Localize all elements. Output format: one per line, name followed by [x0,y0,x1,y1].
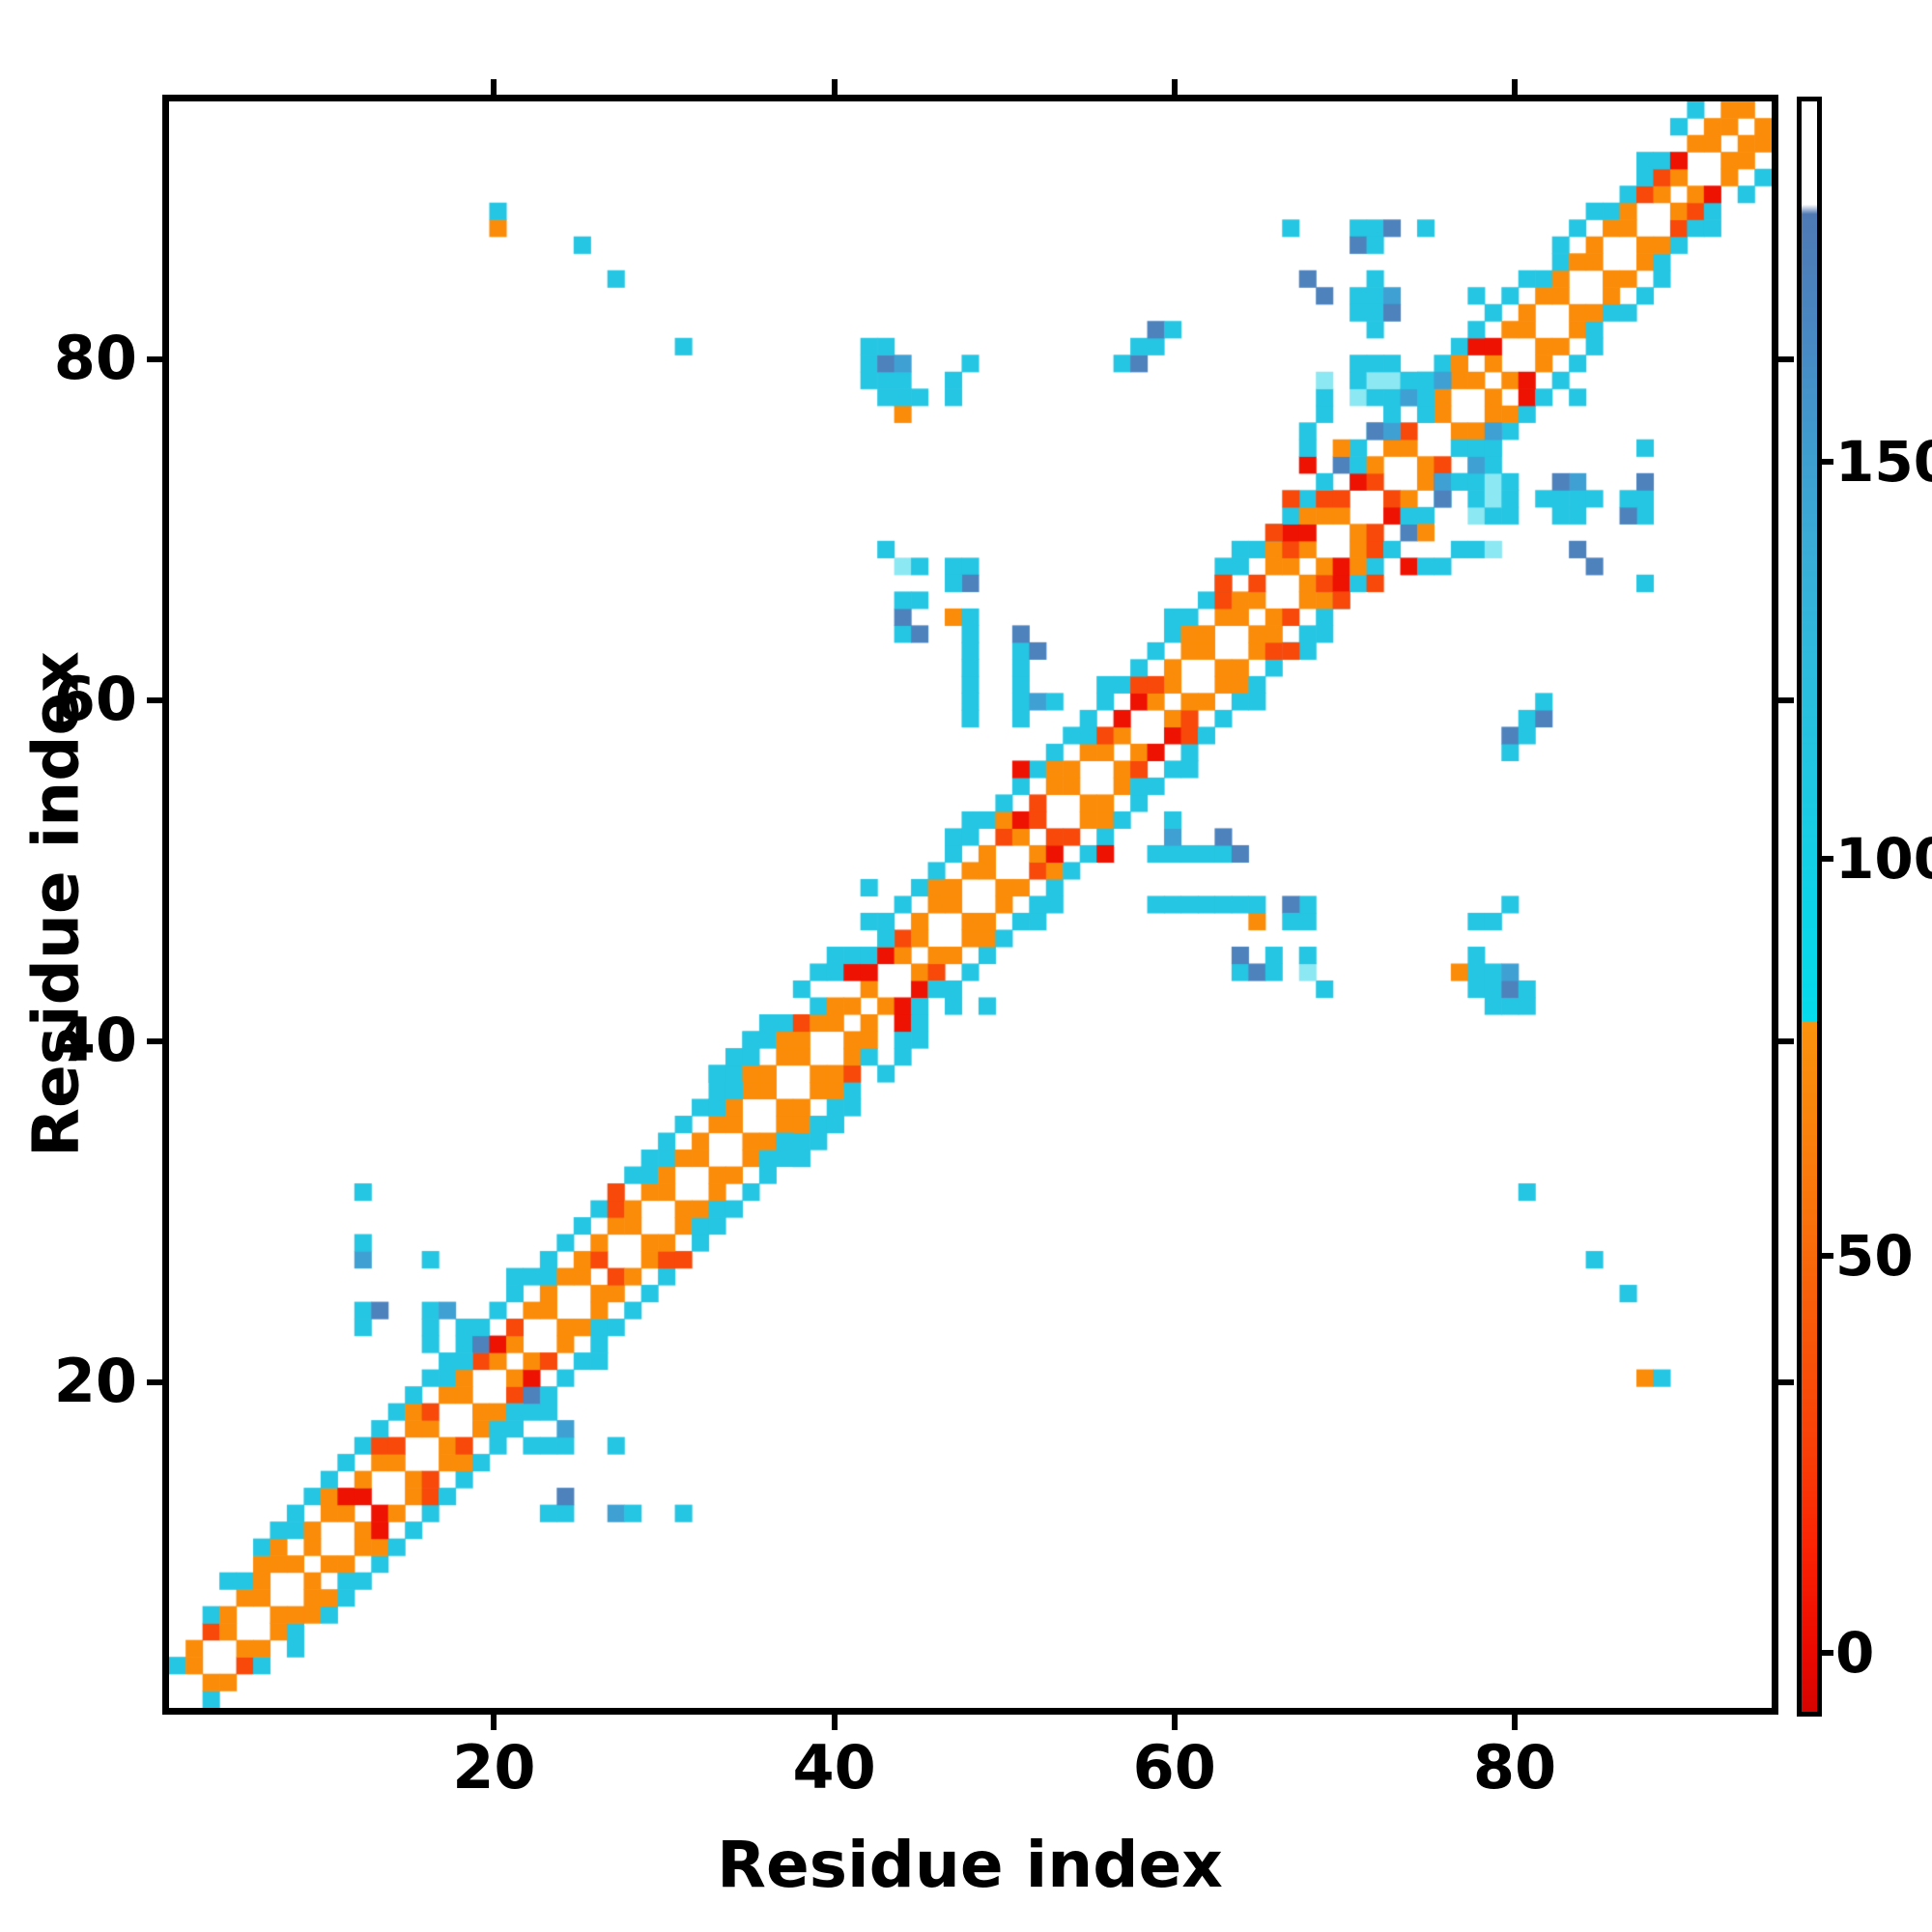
x-tick-label: 40 [792,1732,876,1803]
colorbar-tick [1822,856,1833,863]
axis-tick [147,355,162,362]
axis-tick [1778,1037,1794,1044]
axis-tick [147,1037,162,1044]
colorbar-tick [1822,1650,1833,1657]
y-tick-label: 40 [53,1004,137,1075]
plot-area [162,95,1778,1715]
x-tick-label: 60 [1132,1732,1216,1803]
y-tick-label: 60 [53,663,137,734]
colorbar-tick [1822,1253,1833,1260]
axis-tick [1512,1715,1519,1730]
y-tick-label: 20 [53,1345,137,1416]
axis-tick [491,79,497,95]
axis-tick [1778,1378,1794,1385]
axis-tick [147,1378,162,1385]
y-axis-label: Residue index [18,651,94,1157]
heatmap-canvas [169,101,1772,1708]
axis-tick [831,1715,838,1730]
axis-tick [1171,79,1178,95]
axis-tick [1778,355,1794,362]
x-axis-label: Residue index [717,1828,1223,1902]
colorbar-tick-label: 0 [1835,1620,1875,1687]
axis-tick [1512,79,1519,95]
colorbar-tick-label: 100 [1835,826,1932,893]
axis-tick [1171,1715,1178,1730]
axis-tick [1778,696,1794,703]
y-tick-label: 80 [53,322,137,393]
colorbar-tick [1822,459,1833,466]
colorbar-tick-label: 150 [1835,429,1932,496]
x-tick-label: 80 [1472,1732,1557,1803]
axis-tick [147,696,162,703]
x-tick-label: 20 [452,1732,536,1803]
axis-tick [491,1715,497,1730]
colorbar [1797,97,1822,1717]
axis-tick [831,79,838,95]
colorbar-tick-label: 50 [1835,1223,1914,1290]
